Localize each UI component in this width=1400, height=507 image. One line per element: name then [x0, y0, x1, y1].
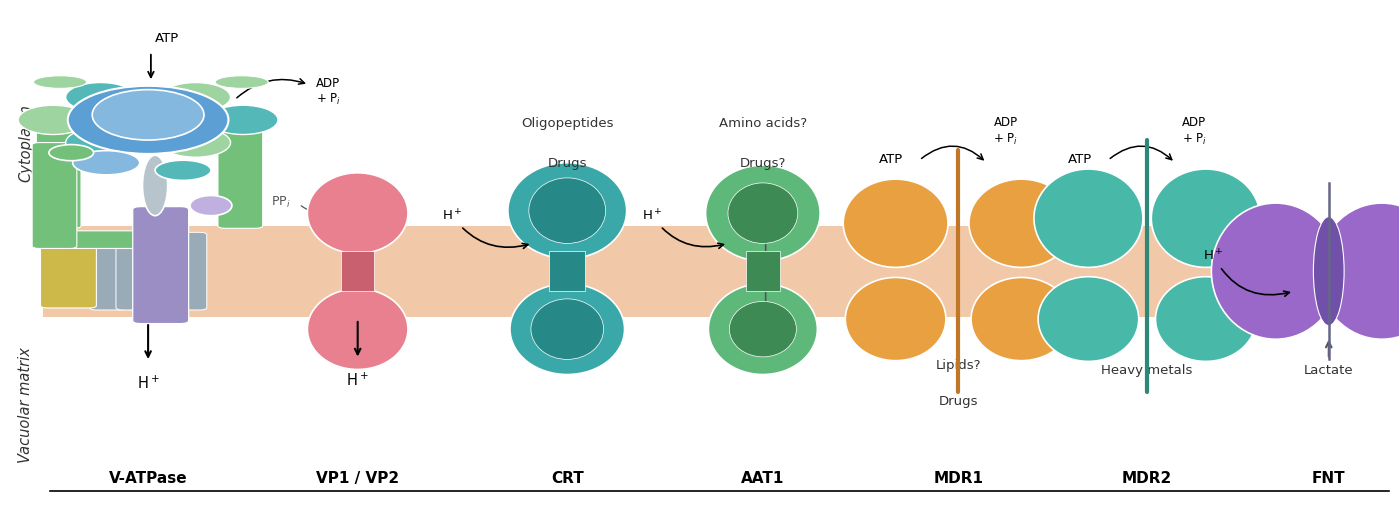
- Ellipse shape: [308, 173, 407, 254]
- Text: MDR2: MDR2: [1121, 472, 1172, 486]
- Text: Oligopeptides: Oligopeptides: [521, 117, 613, 130]
- Text: ATP: ATP: [879, 153, 903, 166]
- Ellipse shape: [846, 277, 946, 360]
- FancyBboxPatch shape: [342, 251, 374, 292]
- Text: Lactate: Lactate: [1303, 365, 1354, 377]
- Text: VP1 / VP2: VP1 / VP2: [316, 472, 399, 486]
- FancyBboxPatch shape: [168, 232, 207, 310]
- Ellipse shape: [34, 76, 87, 88]
- Text: Drugs: Drugs: [939, 394, 979, 408]
- Ellipse shape: [531, 299, 603, 359]
- FancyBboxPatch shape: [90, 232, 129, 310]
- Ellipse shape: [843, 179, 948, 267]
- Ellipse shape: [161, 83, 231, 112]
- FancyBboxPatch shape: [218, 117, 263, 228]
- Text: H$^+$: H$^+$: [1203, 248, 1289, 296]
- Ellipse shape: [73, 151, 140, 175]
- Ellipse shape: [1313, 216, 1344, 325]
- Ellipse shape: [18, 105, 88, 134]
- FancyBboxPatch shape: [141, 232, 181, 310]
- Text: MDR1: MDR1: [934, 472, 983, 486]
- Ellipse shape: [1035, 169, 1142, 267]
- Text: FNT: FNT: [1312, 472, 1345, 486]
- Ellipse shape: [66, 83, 136, 112]
- Ellipse shape: [66, 128, 136, 157]
- Text: H$^+$: H$^+$: [641, 208, 724, 248]
- Text: Heavy metals: Heavy metals: [1102, 365, 1193, 377]
- Text: ADP
+ P$_i$: ADP + P$_i$: [994, 117, 1018, 147]
- FancyBboxPatch shape: [43, 226, 1392, 316]
- Ellipse shape: [84, 233, 189, 310]
- Ellipse shape: [510, 284, 624, 375]
- Ellipse shape: [155, 160, 211, 180]
- FancyBboxPatch shape: [36, 231, 151, 248]
- Ellipse shape: [508, 163, 627, 259]
- Ellipse shape: [161, 128, 231, 157]
- Ellipse shape: [67, 86, 228, 154]
- Ellipse shape: [529, 178, 606, 243]
- FancyBboxPatch shape: [133, 207, 189, 323]
- Ellipse shape: [1155, 277, 1256, 361]
- Text: V-ATPase: V-ATPase: [109, 472, 188, 486]
- FancyBboxPatch shape: [36, 117, 81, 228]
- Text: H$^+$: H$^+$: [442, 208, 528, 248]
- Ellipse shape: [969, 179, 1074, 267]
- Text: H$^+$: H$^+$: [346, 372, 370, 389]
- Text: Cytoplasm: Cytoplasm: [18, 103, 34, 182]
- Text: Amino acids?: Amino acids?: [718, 117, 806, 130]
- FancyBboxPatch shape: [41, 234, 97, 308]
- Ellipse shape: [209, 105, 279, 134]
- Ellipse shape: [1039, 277, 1138, 361]
- Ellipse shape: [49, 144, 94, 161]
- Text: 2 P$_i$: 2 P$_i$: [339, 195, 363, 210]
- Ellipse shape: [708, 284, 818, 375]
- Text: Drugs: Drugs: [547, 157, 587, 170]
- Ellipse shape: [143, 155, 168, 215]
- Text: H$^+$: H$^+$: [137, 375, 160, 392]
- Text: ATP: ATP: [155, 32, 179, 45]
- Text: AAT1: AAT1: [741, 472, 784, 486]
- Ellipse shape: [706, 165, 820, 261]
- Ellipse shape: [729, 301, 797, 357]
- Text: CRT: CRT: [550, 472, 584, 486]
- FancyBboxPatch shape: [116, 232, 155, 310]
- FancyBboxPatch shape: [746, 251, 780, 292]
- Ellipse shape: [216, 76, 269, 88]
- Text: Lipids?: Lipids?: [935, 359, 981, 372]
- Ellipse shape: [190, 196, 232, 215]
- Ellipse shape: [92, 90, 204, 140]
- Text: Drugs?: Drugs?: [739, 157, 785, 170]
- Ellipse shape: [1151, 169, 1260, 267]
- Text: ADP
+ P$_i$: ADP + P$_i$: [1182, 117, 1207, 147]
- FancyBboxPatch shape: [32, 142, 77, 248]
- Ellipse shape: [1211, 203, 1340, 339]
- FancyBboxPatch shape: [549, 251, 585, 292]
- Ellipse shape: [1317, 203, 1400, 339]
- Text: PP$_i$: PP$_i$: [272, 195, 291, 210]
- Text: Vacuolar matrix: Vacuolar matrix: [18, 347, 34, 463]
- Ellipse shape: [972, 277, 1071, 360]
- Ellipse shape: [728, 183, 798, 243]
- Text: ADP
+ P$_i$: ADP + P$_i$: [316, 77, 340, 107]
- Text: ATP: ATP: [1068, 153, 1092, 166]
- Ellipse shape: [308, 289, 407, 370]
